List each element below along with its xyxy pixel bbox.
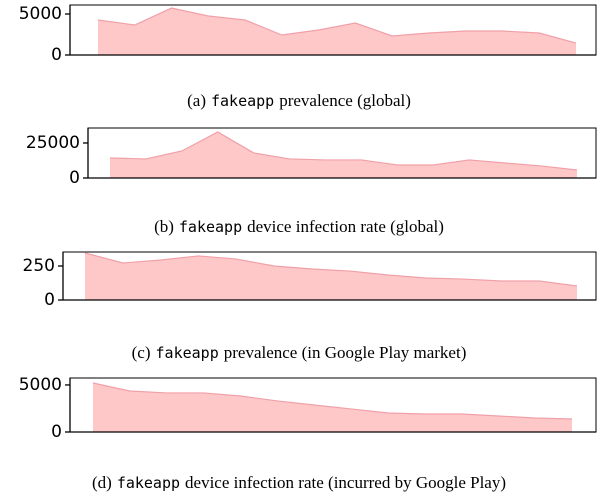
area-line xyxy=(84,252,578,287)
y-tick-label: 0 xyxy=(69,168,80,188)
chart: 0 250 (c) fakeapp prevalence (in Google Play… xyxy=(23,251,597,362)
y-tick-label: 0 xyxy=(51,45,62,65)
y-tick-label: 0 xyxy=(51,422,62,442)
caption: (a) fakeapp prevalence (global) xyxy=(187,91,411,110)
caption: (d) fakeapp device infection rate (incurre… xyxy=(92,473,506,492)
area xyxy=(110,131,577,178)
caption-label: (c) xyxy=(132,343,151,362)
y-tick-label: 0 xyxy=(44,290,55,310)
area-line xyxy=(92,382,573,420)
caption-label: (b) xyxy=(154,217,174,236)
caption-app: fakeapp xyxy=(179,218,242,236)
caption-label: (a) xyxy=(187,91,206,110)
caption-app: fakeapp xyxy=(117,474,180,492)
caption-app: fakeapp xyxy=(156,344,219,362)
caption-label: (d) xyxy=(92,473,112,492)
area-line xyxy=(97,7,577,44)
caption-text: device infection rate (global) xyxy=(247,217,444,236)
chart: 0 5000 (d) fakeapp device infection rate (in… xyxy=(19,375,597,492)
area-line xyxy=(109,131,578,171)
caption-text: prevalence (global) xyxy=(279,91,411,110)
caption-text: device infection rate (incurred by Googl… xyxy=(185,473,506,492)
chart: 0 25000 (b) fakeapp device infection rate (g… xyxy=(26,127,597,236)
y-tick-label: 250 xyxy=(23,256,55,276)
y-tick-label: 5000 xyxy=(19,4,62,24)
area xyxy=(85,252,577,300)
caption: (b) fakeapp device infection rate (global) xyxy=(154,217,444,236)
area xyxy=(98,8,576,55)
y-tick-label: 5000 xyxy=(19,375,62,395)
caption: (c) fakeapp prevalence (in Google Play mar… xyxy=(132,343,467,362)
chart: 0 5000 (a) fakeapp prevalence (global) xyxy=(19,4,597,110)
caption-text: prevalence (in Google Play market) xyxy=(224,343,467,362)
y-tick-label: 25000 xyxy=(26,133,80,153)
caption-app: fakeapp xyxy=(211,92,274,110)
